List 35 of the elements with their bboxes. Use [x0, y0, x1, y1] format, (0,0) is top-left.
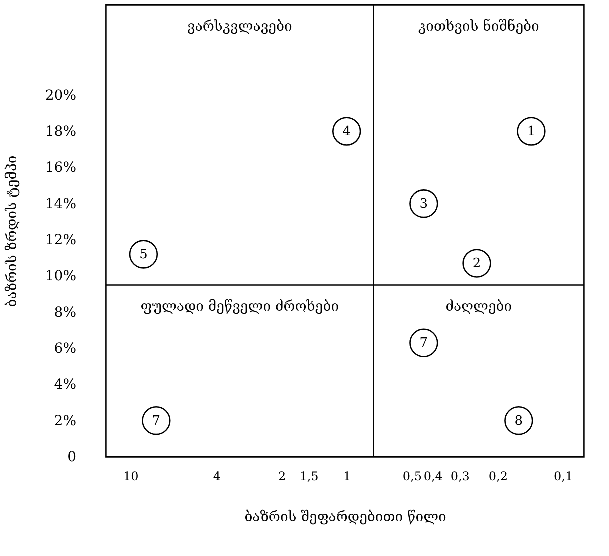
y-tick-label: 8% [54, 304, 76, 321]
x-axis-title: ბაზრის შეფარდებითი წილი [244, 510, 446, 526]
y-tick-label: 20% [45, 88, 76, 104]
y-tick-label: 18% [45, 124, 76, 140]
x-tick-label: 0,1 [554, 470, 574, 484]
x-tick-label: 1 [344, 470, 352, 484]
y-tick-label: 4% [54, 377, 76, 394]
x-tick-label: 10 [123, 470, 139, 484]
annotation: ფულადი მეწველი ძროხები [140, 299, 340, 316]
y-tick-label: 16% [45, 160, 76, 176]
x-tick-label: 0,5 [402, 470, 422, 484]
x-tick-label: 0,3 [450, 470, 470, 484]
x-tick-label: 1,5 [300, 470, 319, 484]
y-tick-label: 14% [45, 196, 76, 212]
y-tick-label: 6% [54, 341, 76, 358]
annotation: 7 [420, 336, 428, 352]
x-tick-label: 2 [278, 470, 286, 484]
y-axis-title: ბაზრის ზრდის ტემპი [4, 156, 20, 308]
annotation: 3 [420, 196, 428, 212]
annotation: კითხვის ნიშნები [418, 19, 540, 35]
annotation: ვარსკვლავები [188, 19, 292, 35]
annotation: ძაღლები [446, 299, 512, 316]
annotation: 4 [342, 124, 351, 140]
y-tick-label: 12% [45, 232, 76, 249]
y-tick-label: 2% [54, 413, 76, 430]
y-tick-label: 0 [68, 450, 76, 466]
x-tick-label: 4 [213, 470, 222, 484]
x-tick-label: 0,4 [424, 470, 444, 484]
annotation: 5 [140, 248, 148, 263]
annotation: 7 [152, 414, 161, 429]
annotation: 1 [527, 124, 536, 140]
y-tick-label: 10% [45, 268, 76, 285]
annotation: 2 [472, 256, 482, 272]
x-tick-label: 0,2 [488, 470, 508, 484]
annotation: 8 [514, 414, 524, 429]
